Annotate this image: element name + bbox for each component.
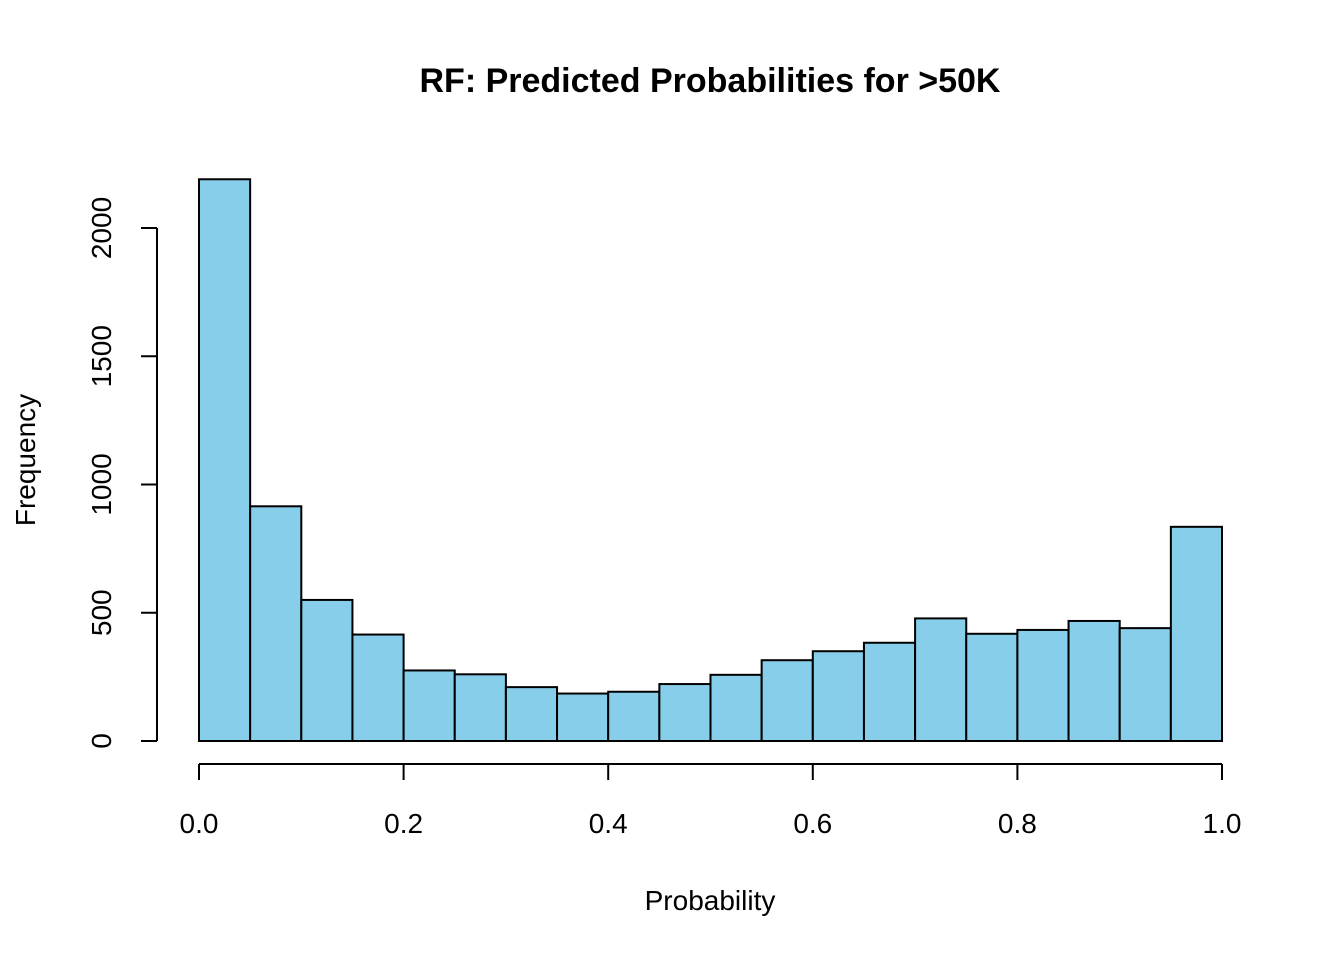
histogram-bar [1118, 627, 1172, 743]
bars-group [198, 178, 1223, 743]
x-axis-label: Probability [645, 885, 776, 916]
histogram-bar [1016, 628, 1070, 742]
y-tick-label: 1500 [86, 325, 117, 387]
y-tick-label: 2000 [86, 197, 117, 259]
y-tick-label: 0 [86, 733, 117, 749]
histogram-bar [914, 617, 968, 743]
histogram-bar [504, 686, 559, 743]
histogram-bar [1067, 619, 1121, 743]
chart-title: RF: Predicted Probabilities for >50K [420, 62, 1001, 100]
histogram-bar [556, 692, 610, 742]
histogram-bar [811, 650, 865, 742]
histogram-bar [709, 673, 763, 742]
histogram-bar [965, 632, 1019, 743]
histogram-bar [1169, 525, 1223, 743]
x-tick-label: 0.0 [180, 808, 219, 839]
histogram-bar [300, 598, 354, 742]
x-axis: 0.0 0.2 0.4 0.6 0.8 1.0 [180, 763, 1242, 839]
histogram-bar [402, 669, 456, 743]
histogram-bar [760, 659, 814, 743]
x-tick-label: 0.2 [384, 808, 423, 839]
histogram-bar [607, 690, 661, 743]
y-tick-label: 1000 [86, 453, 117, 515]
x-tick-label: 0.4 [589, 808, 628, 839]
x-tick-label: 0.6 [793, 808, 832, 839]
x-tick-label: 0.8 [998, 808, 1037, 839]
histogram-bar [862, 641, 917, 742]
histogram-bar [453, 673, 507, 742]
y-tick-label: 500 [86, 589, 117, 636]
histogram-bar [658, 683, 712, 743]
y-axis: 0 500 1000 1500 2000 [86, 197, 158, 749]
histogram-bar [249, 505, 303, 742]
y-axis-label: Frequency [10, 394, 41, 526]
histogram-bar [198, 178, 252, 742]
histogram-bar [351, 633, 405, 742]
x-tick-label: 1.0 [1203, 808, 1242, 839]
